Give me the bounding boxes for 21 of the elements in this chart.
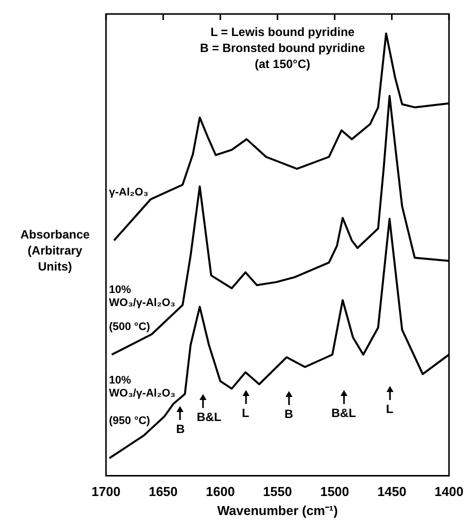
annotation: B&L: [196, 410, 222, 424]
annotation: L = Lewis bound pyridine: [210, 25, 355, 39]
x-tick-label: 1550: [263, 484, 292, 500]
x-tick-label: 1600: [206, 484, 235, 500]
x-tick-label: 1700: [92, 484, 120, 500]
series-label: 10% WO₃/γ-Al₂O₃ (500 °C): [109, 284, 176, 333]
annotation: B: [175, 422, 186, 436]
annotation: B = Bronsted bound pyridine: [200, 41, 366, 55]
x-tick-label: 1500: [320, 484, 350, 500]
x-tick-label: 1400: [434, 484, 464, 500]
series-label: γ-Al₂O₃: [109, 186, 148, 199]
text: 10% WO₃/γ-Al₂O₃ (950 °C): [109, 374, 176, 427]
annotation: L: [384, 402, 394, 416]
annotation: (at 150°C): [254, 57, 310, 71]
annotation: L: [240, 406, 250, 420]
annotation: B: [283, 406, 294, 421]
x-tick-label: 1650: [148, 484, 178, 500]
annotation: B&L: [330, 406, 358, 420]
x-tick-label: 1450: [377, 484, 406, 500]
x-axis-title: Wavenumber (cm⁻¹): [217, 502, 338, 518]
y-axis-title: Absorbance (Arbitrary Units): [20, 227, 90, 274]
